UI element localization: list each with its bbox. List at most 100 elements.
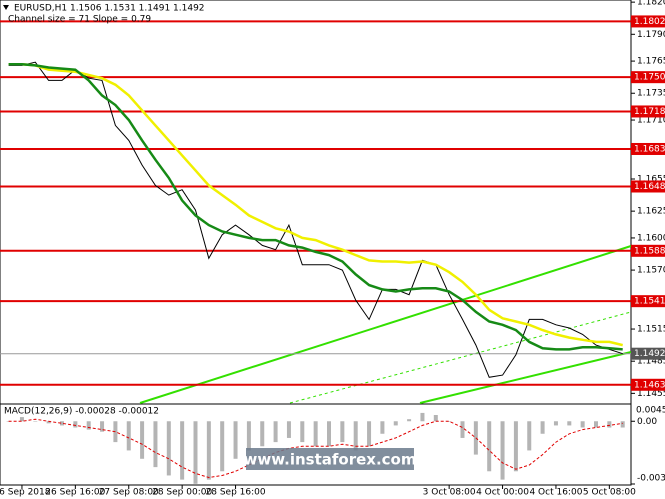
level-label: 1.1718	[634, 107, 665, 117]
level-label: 1.1648	[634, 182, 665, 192]
macd-bar	[166, 421, 171, 476]
macd-bar	[100, 421, 105, 432]
y-tick-label: 1.1655	[637, 174, 665, 184]
x-tick-label: 26 Sep 16:00	[45, 488, 105, 498]
channel-lower	[419, 351, 632, 404]
macd-title: MACD(12,26,9) -0.00028 -0.00012	[4, 407, 159, 417]
macd-bar	[567, 421, 572, 426]
macd-bar	[327, 421, 331, 447]
macd-bar	[220, 421, 225, 472]
macd-bar	[407, 419, 412, 422]
macd-bar	[140, 421, 145, 459]
macd-bar	[60, 421, 64, 426]
macd-bar	[300, 421, 305, 443]
x-tick-label: 26 Sep 2018	[0, 488, 51, 498]
macd-bar	[340, 421, 345, 443]
price-line	[8, 63, 623, 351]
y-tick-label: 1.1485	[637, 357, 665, 367]
macd-bar	[460, 421, 465, 438]
y-tick-label: 1.1790	[637, 30, 665, 40]
macd-signal	[8, 418, 623, 479]
watermark: www.instaforex.com	[244, 451, 417, 469]
channel-upper	[139, 245, 632, 404]
macd-top-label: 0.00457	[636, 406, 665, 416]
level-box	[631, 378, 665, 391]
macd-bar	[487, 421, 492, 472]
level-box	[631, 244, 665, 257]
current-price-label: 1.1492	[634, 349, 665, 359]
x-tick-label: 28 Sep 16:00	[206, 488, 266, 498]
watermark-box	[246, 448, 414, 470]
y-tick-label: 1.1710	[637, 116, 665, 126]
level-label: 1.1541	[634, 297, 665, 307]
macd-bar	[246, 421, 251, 451]
y-tick-label: 1.1515	[637, 325, 665, 335]
macd-bar	[500, 421, 505, 480]
x-tick-label: 28 Sep 00:00	[152, 488, 212, 498]
macd-bar	[153, 421, 158, 468]
level-box	[631, 15, 665, 28]
price-line	[8, 63, 623, 347]
macd-bar	[527, 421, 532, 451]
chart-subtitle: Channel size = 71 Slope = 0.79	[8, 15, 151, 25]
level-box	[631, 105, 665, 118]
macd-bar	[447, 421, 452, 422]
macd-bar	[620, 421, 625, 428]
level-label: 1.1588	[634, 246, 665, 256]
macd-bar	[46, 421, 51, 424]
macd-bar	[420, 412, 425, 422]
level-box	[631, 142, 665, 155]
macd-bar	[433, 415, 438, 422]
macd-bar	[19, 417, 24, 422]
macd-bar	[353, 421, 358, 451]
macd-bar	[553, 421, 558, 426]
x-tick-label: 27 Sep 08:00	[99, 488, 159, 498]
menu-arrow	[3, 5, 9, 10]
macd-bar	[86, 421, 91, 430]
level-label: 1.1683	[634, 144, 665, 154]
level-label: 1.1463	[634, 380, 665, 390]
current-price-box	[631, 347, 665, 360]
y-tick-label: 1.1625	[637, 207, 665, 217]
x-tick-label: 3 Oct 08:00	[423, 488, 476, 498]
macd-tick-label: -0.00301	[637, 474, 665, 484]
y-tick-label: 1.1820	[637, 0, 665, 8]
y-tick-label: 1.1600	[637, 233, 665, 243]
x-tick-label: 4 Oct 00:00	[476, 488, 529, 498]
macd-bar	[540, 421, 545, 434]
macd-bar	[286, 421, 291, 438]
macd-bar	[380, 421, 385, 434]
macd-bar	[594, 421, 598, 428]
level-box	[631, 295, 665, 308]
macd-bar	[126, 421, 131, 451]
y-tick-label: 1.1570	[637, 266, 665, 276]
y-tick-label: 1.1735	[637, 89, 665, 99]
x-tick-label: 4 Oct 16:00	[529, 488, 582, 498]
chart-title: EURUSD,H1 1.1506 1.1531 1.1491 1.1492	[14, 4, 205, 14]
y-tick-label: 1.1455	[637, 389, 665, 399]
y-tick-label: 1.1765	[637, 57, 665, 67]
macd-bar	[393, 421, 398, 426]
x-tick-label: 5 Oct 08:00	[583, 488, 636, 498]
macd-bar	[580, 421, 585, 428]
macd-bar	[273, 421, 278, 443]
channel-mid	[289, 311, 632, 404]
macd-bar	[73, 421, 78, 428]
macd-bar	[313, 421, 318, 447]
macd-bar	[607, 421, 612, 428]
level-label: 1.1750	[634, 73, 665, 83]
macd-tick-label: 0.00	[637, 417, 657, 427]
macd-bar	[260, 421, 265, 447]
macd-bar	[180, 421, 185, 480]
macd-bar	[367, 421, 372, 447]
macd-bar	[233, 421, 238, 459]
level-box	[631, 71, 665, 84]
macd-bar	[33, 421, 38, 422]
macd-bar	[193, 421, 198, 484]
level-box	[631, 180, 665, 193]
macd-bar	[513, 421, 518, 472]
level-label: 1.1802	[634, 17, 665, 27]
price-line	[8, 61, 623, 378]
